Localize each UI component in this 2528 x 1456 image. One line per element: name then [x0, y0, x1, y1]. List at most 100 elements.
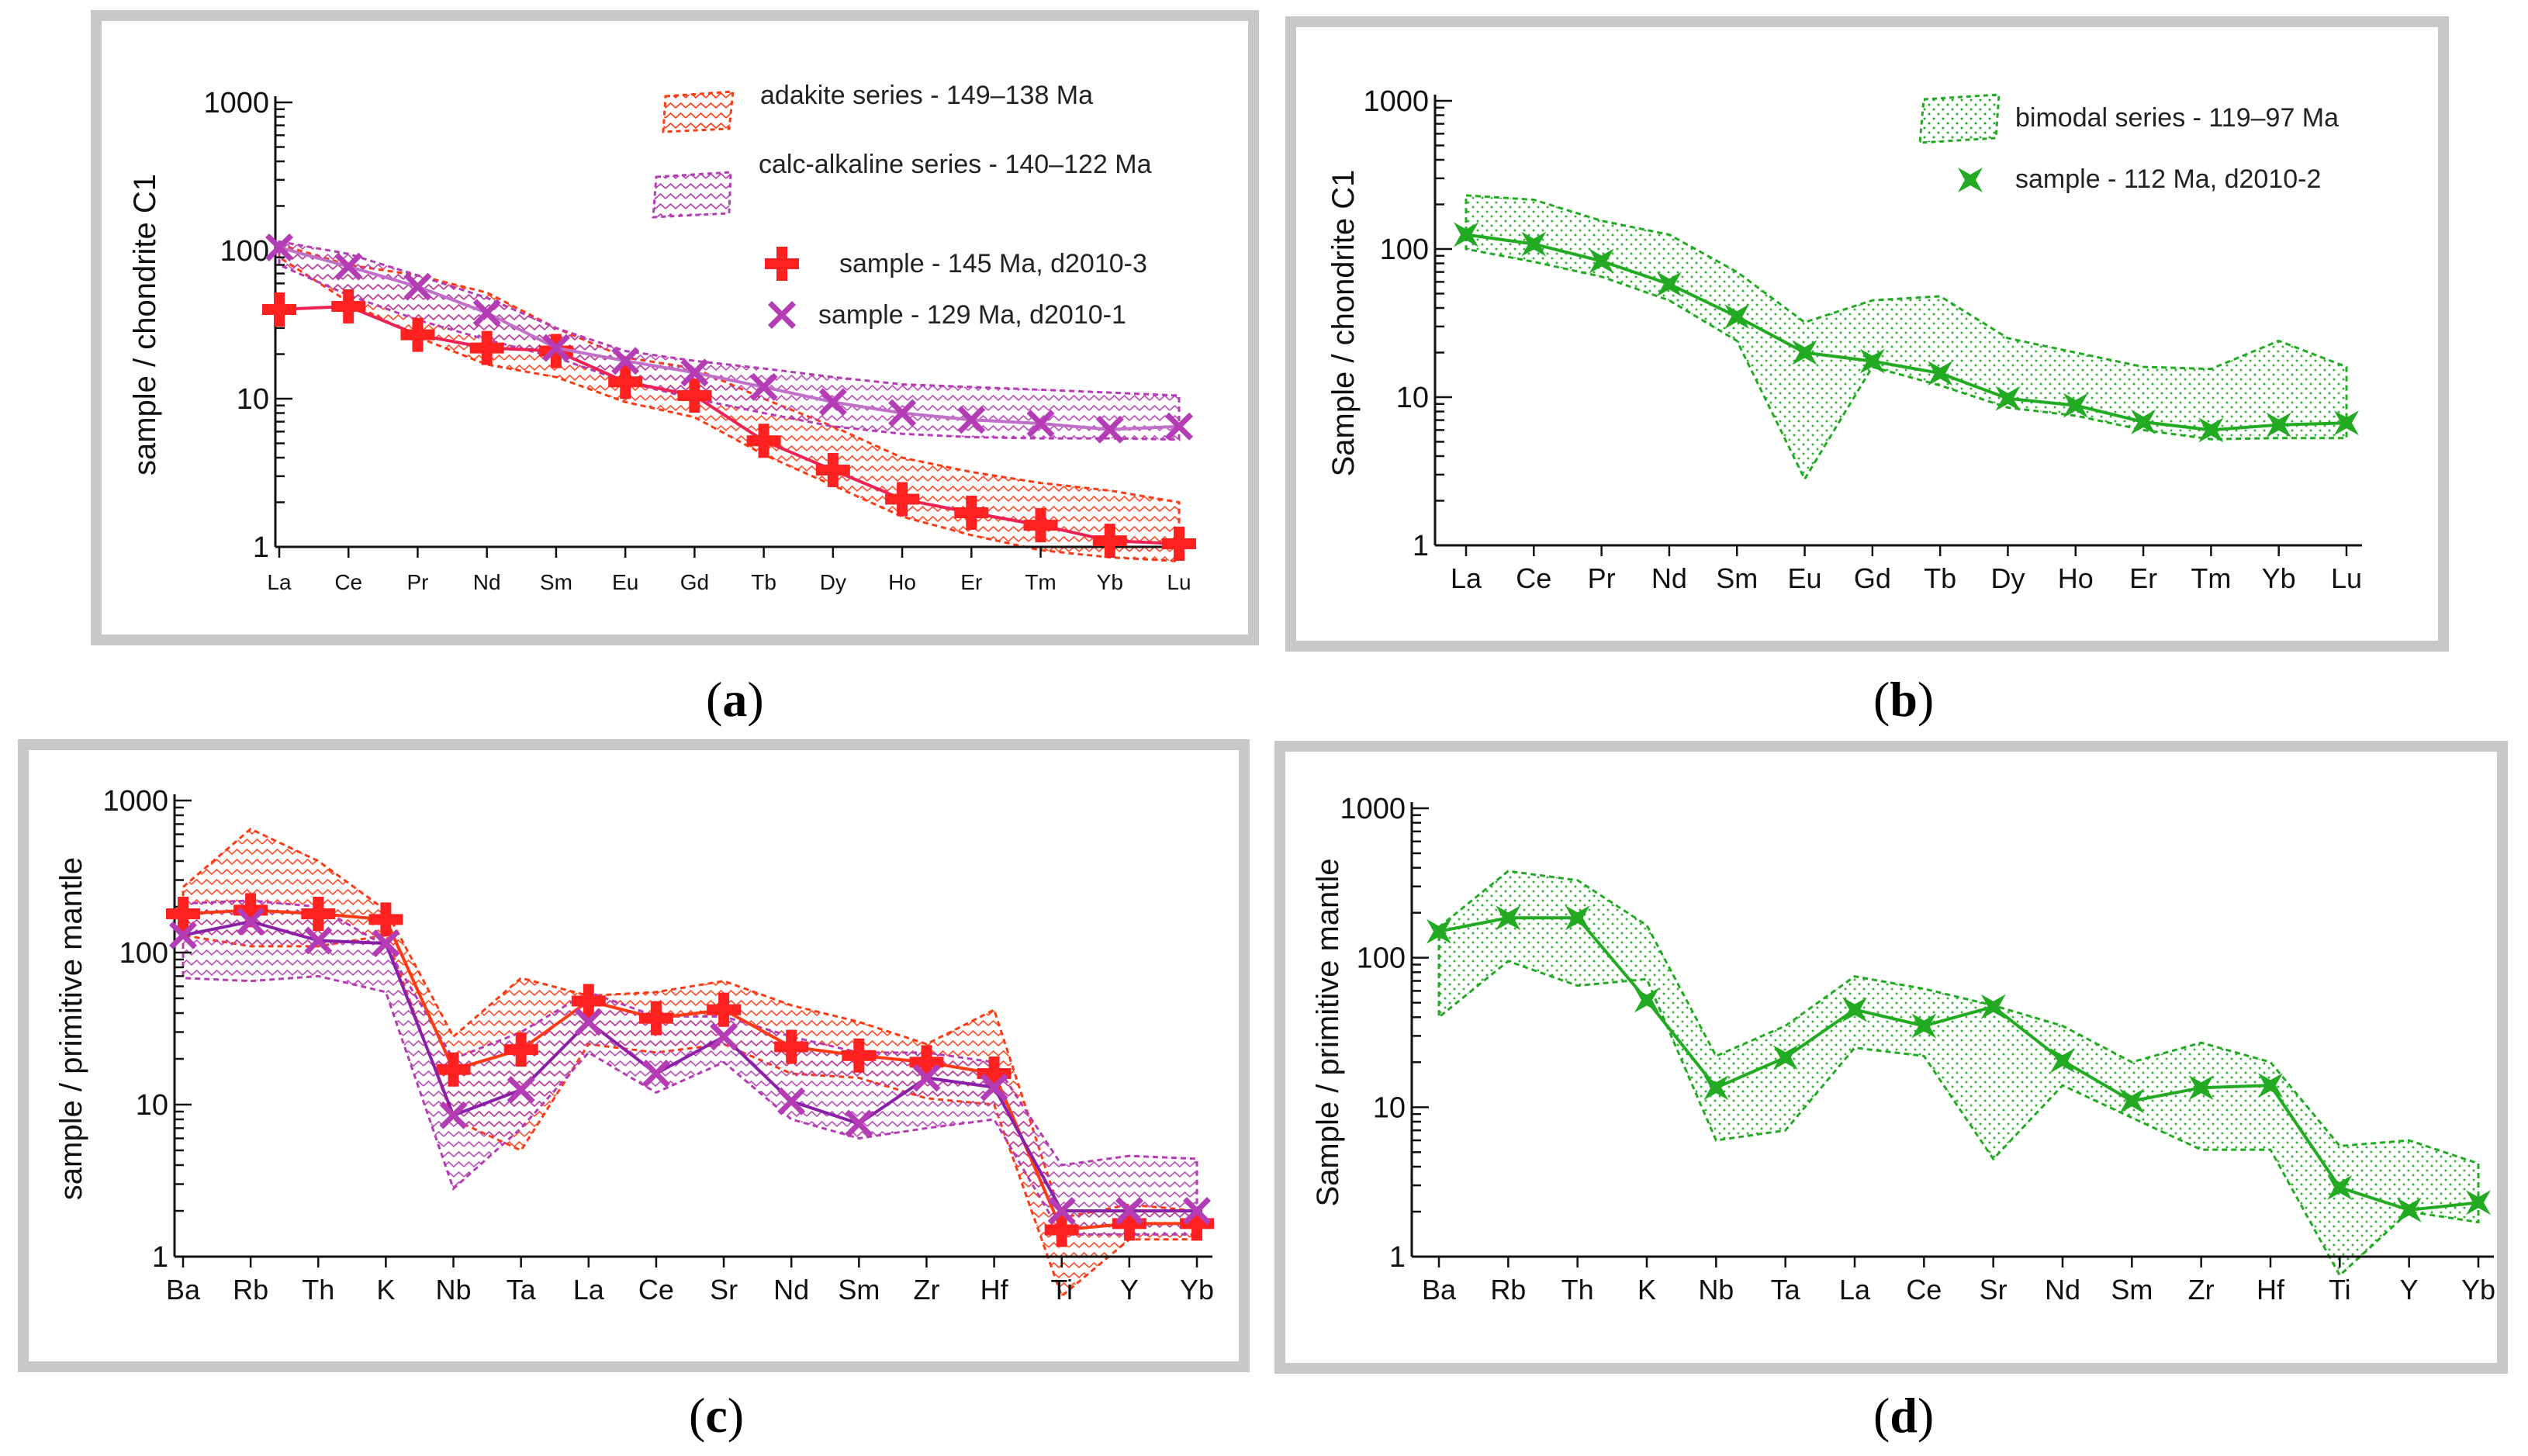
- data-point: [746, 424, 781, 458]
- data-point: [977, 1057, 1012, 1091]
- y-tick-label: 100: [119, 937, 168, 970]
- data-point: [304, 926, 333, 955]
- data-point: [372, 929, 400, 958]
- data-point: [1023, 508, 1058, 543]
- x-tick-label: Y: [1120, 1274, 1139, 1306]
- panel-a-frame: [91, 10, 1259, 645]
- data-point: [2063, 393, 2088, 418]
- x-tick-label: Nd: [473, 570, 501, 594]
- data-point: [1792, 340, 1817, 365]
- x-tick-label: Sm: [2111, 1274, 2153, 1306]
- data-point: [957, 406, 986, 434]
- data-point: [2050, 1048, 2075, 1074]
- legend-x-marker: [768, 301, 796, 329]
- data-point: [1026, 410, 1055, 437]
- data-point: [1842, 997, 1867, 1022]
- data-point: [1454, 222, 1478, 247]
- y-tick-label: 10: [1396, 382, 1429, 414]
- x-tick-label: Yb: [1180, 1274, 1214, 1306]
- data-point: [710, 1022, 738, 1051]
- series-line-b-0: [1465, 233, 2347, 432]
- chart-a: 1000 100 10 1 sample / chondrite C1 La Ce Pr Nd S…: [128, 87, 1196, 594]
- data-point: [1047, 1197, 1076, 1225]
- data-point: [707, 992, 742, 1027]
- x-tick-label: La: [1451, 562, 1482, 594]
- x-tick-label: Sm: [1716, 562, 1758, 594]
- data-point: [1165, 412, 1193, 441]
- x-tick-label: Pr: [406, 570, 428, 594]
- panel-d-frame: [1274, 741, 2508, 1374]
- y-tick-label: 1: [1389, 1241, 1406, 1274]
- x-tick-label: Zr: [2188, 1274, 2215, 1306]
- data-point: [368, 902, 403, 937]
- x-tick-label: Pr: [1588, 562, 1616, 594]
- data-point: [1980, 994, 2006, 1019]
- data-point: [774, 1029, 809, 1064]
- data-point: [1115, 1197, 1143, 1225]
- x-tick-label: Ti: [2329, 1274, 2351, 1306]
- y-tick-label: 10: [237, 383, 269, 416]
- data-point: [1095, 415, 1124, 444]
- x-tick-label: Yb: [1097, 570, 1123, 594]
- data-point: [2131, 410, 2156, 434]
- data-point: [680, 358, 709, 387]
- data-point: [472, 299, 501, 327]
- data-point: [571, 984, 606, 1019]
- x-tick-label: La: [573, 1274, 605, 1306]
- chart-c: 1000 100 10 1 sample / primitive mantle Ba Rb T…: [54, 785, 1214, 1306]
- x-tick-label: Tb: [751, 570, 776, 594]
- data-point: [677, 379, 712, 413]
- data-point: [574, 1008, 603, 1036]
- data-point: [1162, 527, 1196, 561]
- data-point: [608, 365, 643, 399]
- y-tick-label: 1: [1413, 530, 1429, 562]
- series-line-a-1: [278, 246, 1180, 431]
- x-tick-label: Ce: [334, 570, 362, 594]
- chart-d: 1000 100 10 1 Sample / primitive mantle Ba Rb T…: [1311, 793, 2495, 1306]
- x-tick-label: Nb: [436, 1274, 472, 1306]
- legend-bimodal-swatch: [1918, 93, 2001, 144]
- data-point: [842, 1038, 877, 1073]
- x-tick-label: Sm: [540, 570, 572, 594]
- data-point: [815, 453, 850, 487]
- data-point: [845, 1109, 873, 1138]
- data-point: [436, 1052, 471, 1087]
- x-tick-label: Sr: [1980, 1274, 2008, 1306]
- x-tick-label: Ti: [1050, 1274, 1073, 1306]
- x-tick-label: Rb: [1490, 1274, 1526, 1306]
- y-tick-label: 10: [136, 1089, 168, 1122]
- data-point: [638, 1001, 673, 1036]
- data-point: [2258, 1073, 2283, 1098]
- y-tick-label: 1000: [203, 87, 269, 119]
- x-tick-label: La: [267, 570, 292, 594]
- data-point: [1928, 361, 1953, 386]
- x-tick-label: Hf: [980, 1274, 1009, 1306]
- x-tick-label: Ta: [1771, 1274, 1801, 1306]
- x-tick-label: K: [376, 1274, 395, 1306]
- data-point: [265, 233, 293, 261]
- x-tick-label: Ba: [1422, 1274, 1457, 1306]
- x-tick-label: Dy: [1990, 562, 2025, 594]
- data-point: [885, 482, 920, 517]
- panel-label-c: (c): [689, 1388, 745, 1443]
- y-axis-title-c: sample / primitive mantle: [54, 857, 88, 1200]
- data-point: [2327, 1174, 2353, 1200]
- panel-label-d: (d): [1873, 1388, 1935, 1443]
- y-axis-title-d: Sample / primitive mantle: [1311, 858, 1345, 1206]
- data-point: [2396, 1197, 2422, 1223]
- data-point: [439, 1101, 468, 1129]
- x-tick-label: La: [1839, 1274, 1871, 1306]
- series-line-d-0: [1438, 916, 2479, 1212]
- data-point: [1565, 905, 1590, 931]
- data-point: [1183, 1197, 1211, 1225]
- band-d-0: [1437, 870, 2480, 1278]
- x-tick-label: Gd: [680, 570, 709, 594]
- y-tick-label: 1000: [1363, 85, 1429, 118]
- y-tick-label: 100: [220, 235, 269, 268]
- data-point: [237, 908, 265, 936]
- data-point: [2198, 417, 2224, 443]
- data-point: [1112, 1206, 1146, 1241]
- x-tick-label: Zr: [913, 1274, 939, 1306]
- data-point: [749, 372, 778, 401]
